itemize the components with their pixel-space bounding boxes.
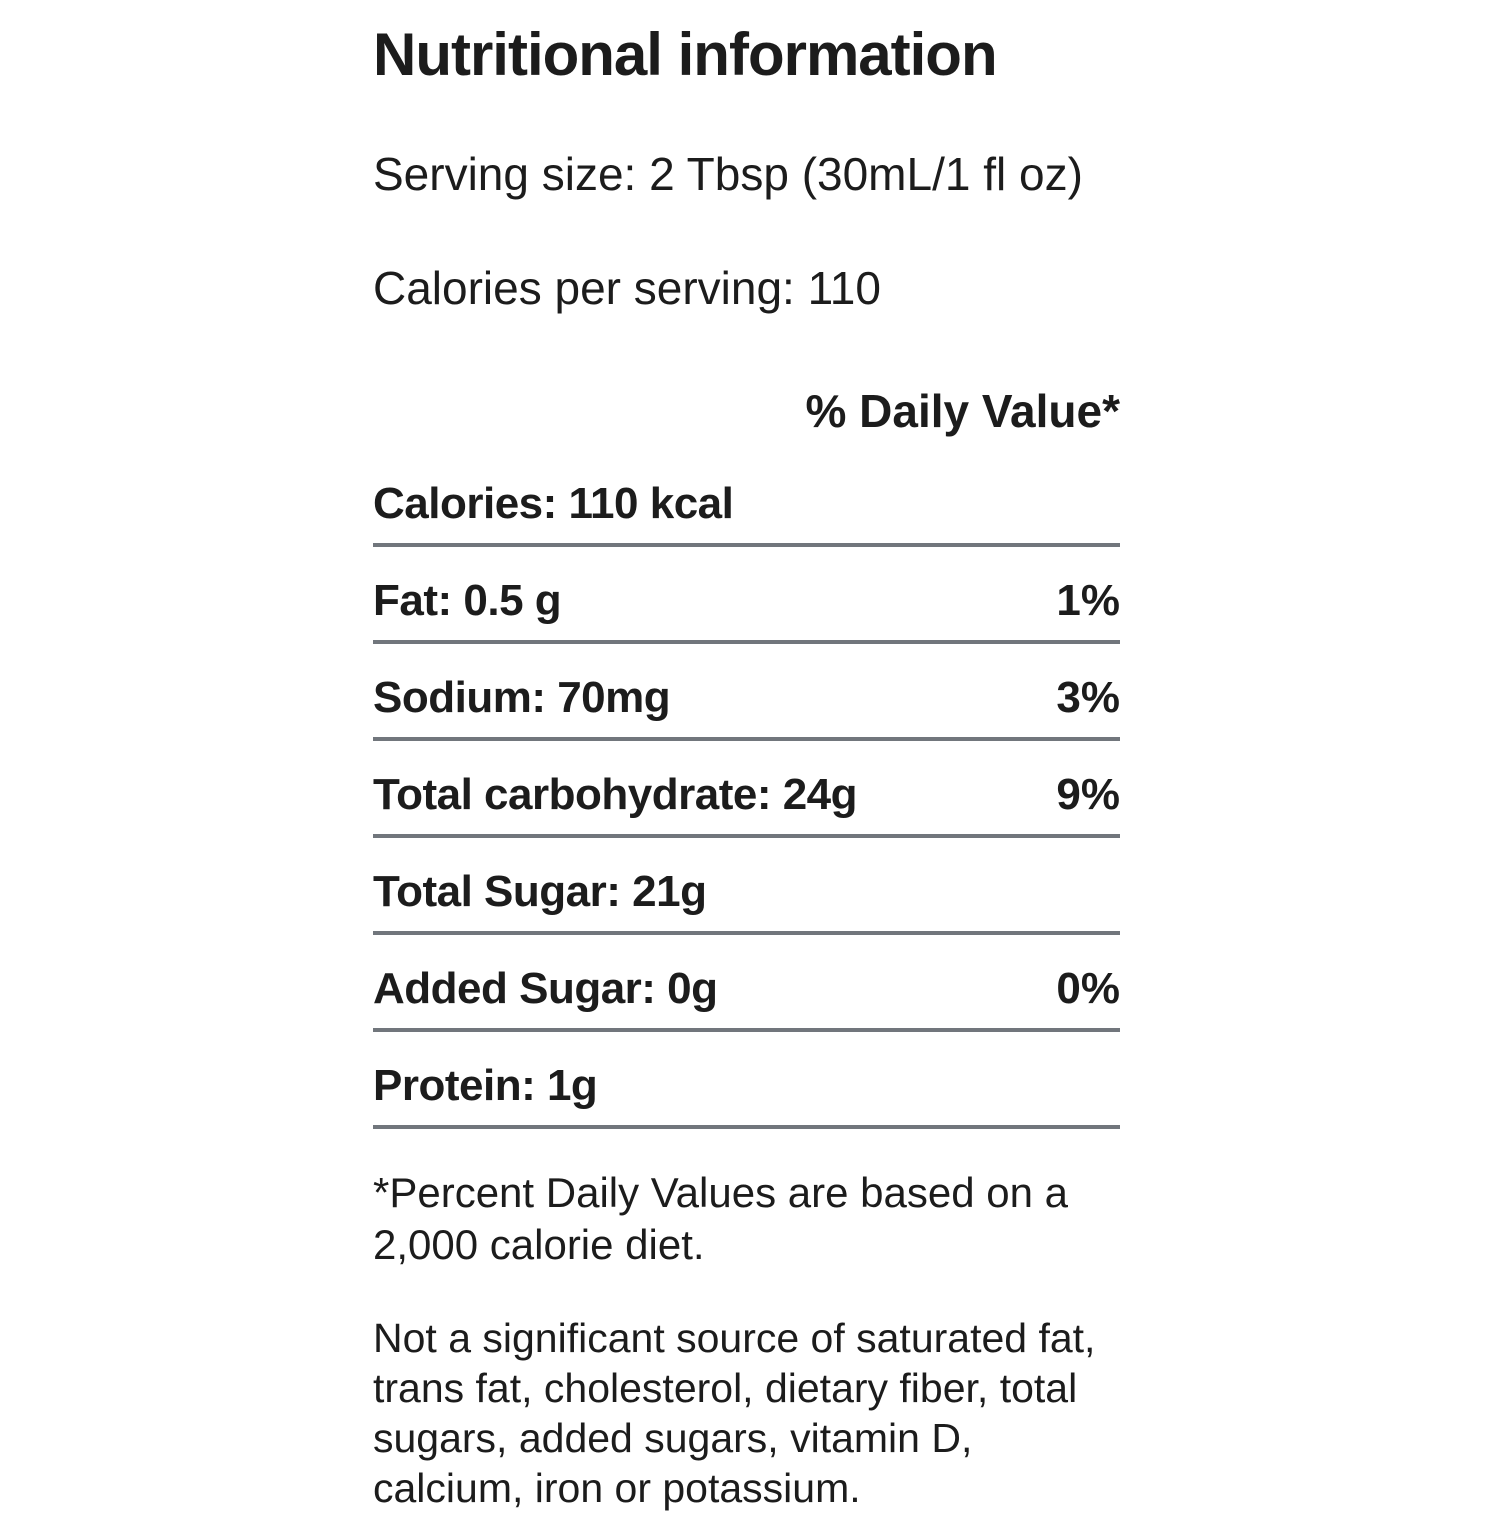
- table-row-calories: Calories: 110 kcal: [373, 450, 1120, 547]
- table-row-protein: Protein: 1g: [373, 1032, 1120, 1129]
- row-label: Fat: 0.5 g: [373, 576, 562, 625]
- calories-per-serving-text: Calories per serving: 110: [373, 262, 881, 314]
- daily-value-header: % Daily Value*: [805, 385, 1121, 437]
- not-significant-source-disclaimer: Not a significant source of saturated fa…: [373, 1315, 1096, 1511]
- table-row-fat: Fat: 0.5 g 1%: [373, 547, 1120, 644]
- row-daily-value: 3%: [1056, 673, 1120, 722]
- row-label: Protein: 1g: [373, 1061, 598, 1110]
- table-row-sodium: Sodium: 70mg 3%: [373, 644, 1120, 741]
- nutrition-label-panel: Nutritional information Serving size: 2 …: [373, 24, 1120, 1513]
- row-daily-value: 9%: [1056, 770, 1120, 819]
- row-label: Sodium: 70mg: [373, 673, 671, 722]
- row-daily-value: 0%: [1056, 964, 1120, 1013]
- nutrition-table: Calories: 110 kcal Fat: 0.5 g 1% Sodium:…: [373, 450, 1120, 1129]
- table-row-total-carbohydrate: Total carbohydrate: 24g 9%: [373, 741, 1120, 838]
- daily-value-footnote: *Percent Daily Values are based on a 2,0…: [373, 1169, 1068, 1268]
- serving-size-text: Serving size: 2 Tbsp (30mL/1 fl oz): [373, 148, 1083, 200]
- page-title: Nutritional information: [373, 21, 998, 88]
- row-label: Total carbohydrate: 24g: [373, 770, 858, 819]
- row-label: Added Sugar: 0g: [373, 964, 718, 1013]
- table-row-added-sugar: Added Sugar: 0g 0%: [373, 935, 1120, 1032]
- table-row-total-sugar: Total Sugar: 21g: [373, 838, 1120, 935]
- row-label: Total Sugar: 21g: [373, 867, 707, 916]
- row-daily-value: 1%: [1056, 576, 1120, 625]
- row-label: Calories: 110 kcal: [373, 479, 734, 528]
